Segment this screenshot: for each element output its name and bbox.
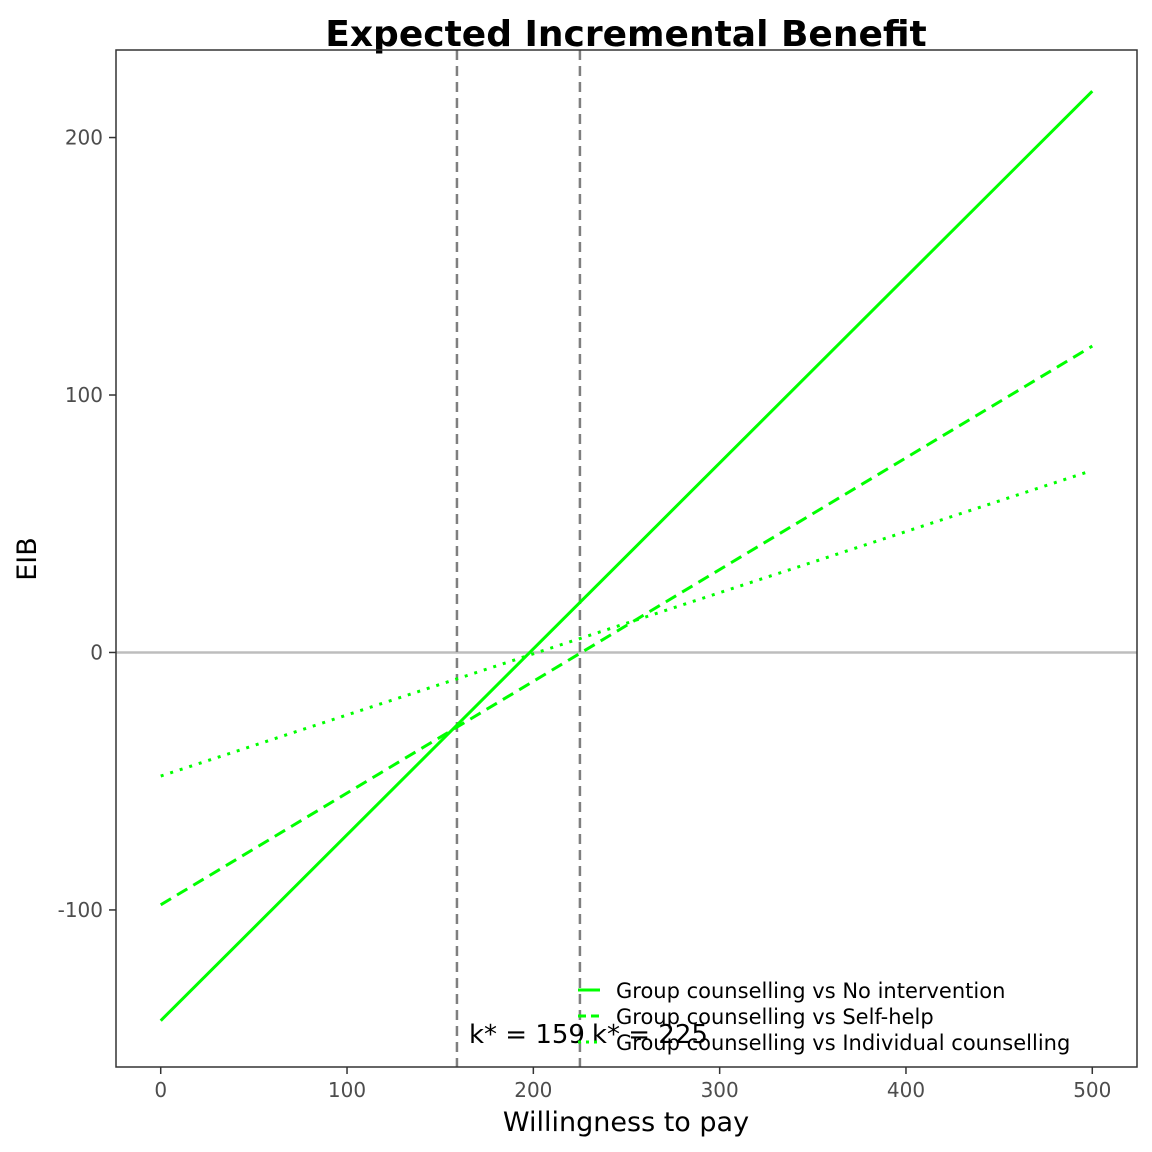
chart-title: Expected Incremental Benefit — [325, 14, 927, 55]
x-tick-label: 100 — [328, 1078, 366, 1102]
legend-label-3: Group counselling vs Individual counsell… — [616, 1031, 1070, 1055]
legend-label-2: Group counselling vs Self-help — [616, 1005, 934, 1029]
x-tick-label: 400 — [887, 1078, 925, 1102]
x-axis-title: Willingness to pay — [503, 1107, 749, 1138]
series-line-2 — [159, 344, 1094, 907]
y-axis-title: EIB — [12, 537, 43, 581]
y-tick-label: 0 — [90, 640, 103, 664]
series-line-3 — [160, 470, 1088, 778]
y-tick-label: -100 — [58, 898, 103, 922]
panel-border — [115, 49, 1138, 1068]
kstar-label-2: k* = 225 — [592, 1020, 708, 1050]
x-tick-label: 500 — [1073, 1078, 1111, 1102]
plot-area: 0 100 200 300 400 500 -100 0 100 200 k* = 159 k* = … — [58, 49, 1138, 1102]
x-tick-label: 300 — [701, 1078, 739, 1102]
x-tick-label: 200 — [514, 1078, 552, 1102]
y-tick-label: 200 — [65, 126, 103, 150]
kstar-label-1: k* = 159 — [469, 1020, 585, 1050]
x-tick-label: 0 — [154, 1078, 167, 1102]
series-line-1 — [159, 90, 1094, 1022]
legend-label-1: Group counselling vs No intervention — [616, 979, 1005, 1003]
y-tick-label: 100 — [65, 383, 103, 407]
